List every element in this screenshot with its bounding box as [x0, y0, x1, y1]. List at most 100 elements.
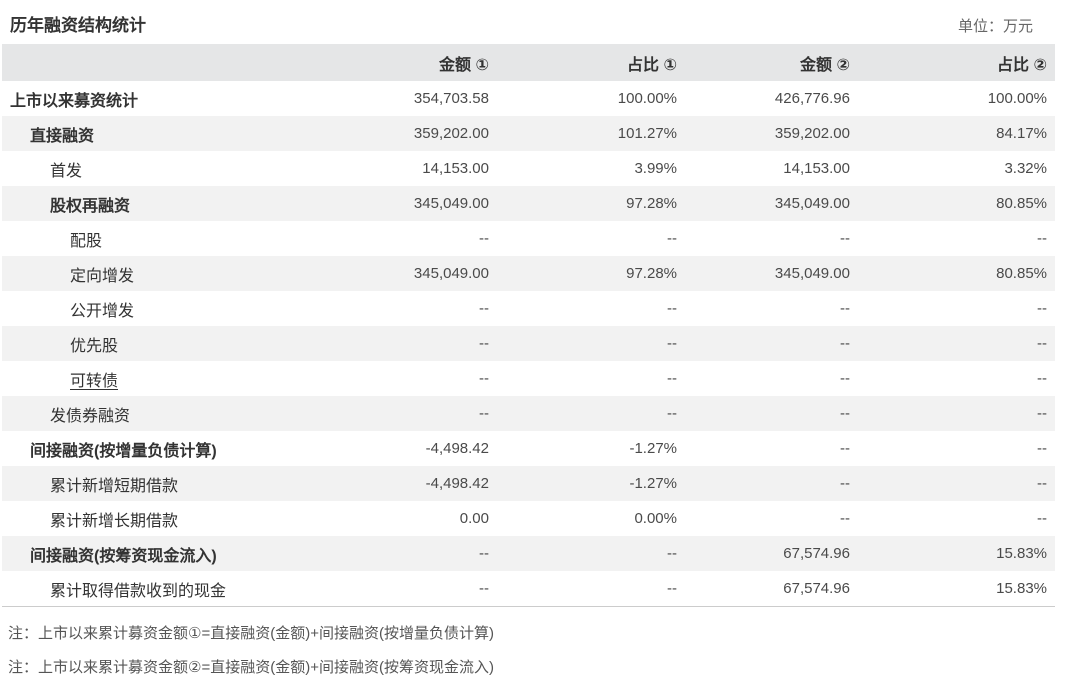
ratio2-cell: 15.83%: [996, 580, 1047, 597]
ratio1-cell: --: [667, 405, 677, 422]
row-label: 公开增发: [2, 291, 302, 326]
row-label-text: 发债券融资: [50, 407, 131, 425]
ratio1-cell: 101.27%: [617, 125, 677, 142]
amount2-cell: 67,574.96: [783, 580, 850, 597]
amount1-cell: --: [479, 335, 489, 352]
amount2-cell: --: [840, 300, 850, 317]
row-label: 定向增发: [2, 256, 302, 291]
row-label: 配股: [2, 221, 302, 256]
ratio2-cell: 80.85%: [996, 195, 1047, 212]
ratio1-cell: --: [667, 230, 677, 247]
row-label-text: 直接融资: [30, 127, 95, 145]
row-label: 直接融资: [2, 116, 302, 151]
ratio1-cell: -1.27%: [629, 440, 677, 457]
row-label: 股权再融资: [2, 186, 302, 221]
ratio2-cell: --: [1037, 300, 1047, 317]
ratio1-cell: --: [667, 370, 677, 387]
ratio2-cell: --: [1037, 510, 1047, 527]
row-label-text: 累计新增长期借款: [50, 512, 179, 530]
row-label-text: 累计取得借款收到的现金: [50, 582, 227, 600]
amount2-cell: 426,776.96: [774, 90, 850, 107]
column-header-label: [2, 44, 302, 81]
table-row: 定向增发 345,049.00 97.28% 345,049.00 80.85%: [2, 256, 1055, 291]
row-label-text[interactable]: 可转债: [70, 372, 119, 390]
amount2-cell: --: [840, 475, 850, 492]
row-label-text: 公开增发: [70, 302, 135, 320]
table-row: 股权再融资 345,049.00 97.28% 345,049.00 80.85…: [2, 186, 1055, 221]
amount2-cell: --: [840, 230, 850, 247]
column-header-ratio1: 占比 ①: [489, 44, 677, 81]
amount2-cell: --: [840, 405, 850, 422]
ratio1-cell: --: [667, 335, 677, 352]
amount1-cell: -4,498.42: [425, 475, 489, 492]
row-label-text: 定向增发: [70, 267, 135, 285]
row-label-text: 累计新增短期借款: [50, 477, 179, 495]
column-header-ratio2: 占比 ②: [850, 44, 1055, 81]
amount1-cell: 0.00: [459, 510, 489, 527]
amount2-cell: --: [840, 510, 850, 527]
amount1-cell: --: [479, 545, 489, 562]
table-row: 上市以来募资统计 354,703.58 100.00% 426,776.96 1…: [2, 81, 1055, 116]
row-label-text: 间接融资(按筹资现金流入): [30, 547, 217, 565]
note-formula-1: 注：上市以来累计募资金额①=直接融资(金额)+间接融资(按增量负债计算): [8, 625, 494, 642]
ratio1-cell: 3.99%: [634, 160, 677, 177]
amount1-cell: --: [479, 230, 489, 247]
amount1-cell: --: [479, 580, 489, 597]
column-header-amount1: 金额 ①: [302, 44, 489, 81]
column-header-amount2: 金额 ②: [677, 44, 850, 81]
ratio2-cell: 15.83%: [996, 545, 1047, 562]
ratio2-cell: --: [1037, 335, 1047, 352]
row-label-text: 配股: [70, 232, 103, 250]
table-row: 累计取得借款收到的现金 -- -- 67,574.96 15.83%: [2, 571, 1055, 606]
row-label-text: 间接融资(按增量负债计算): [30, 442, 217, 460]
row-label-text: 首发: [50, 162, 83, 180]
table-row: 发债券融资 -- -- -- --: [2, 396, 1055, 431]
row-label: 上市以来募资统计: [2, 81, 302, 116]
amount1-cell: 354,703.58: [413, 90, 489, 107]
table-body: 上市以来募资统计 354,703.58 100.00% 426,776.96 1…: [2, 81, 1055, 606]
amount2-cell: 345,049.00: [774, 195, 850, 212]
amount2-cell: 345,049.00: [774, 265, 850, 282]
row-label: 累计新增短期借款: [2, 466, 302, 501]
amount1-cell: --: [479, 405, 489, 422]
amount1-cell: -4,498.42: [425, 440, 489, 457]
table-row: 优先股 -- -- -- --: [2, 326, 1055, 361]
row-label-text: 优先股: [70, 337, 119, 355]
table-row: 可转债 -- -- -- --: [2, 361, 1055, 396]
ratio1-cell: -1.27%: [629, 475, 677, 492]
notes-section: 注：上市以来累计募资金额①=直接融资(金额)+间接融资(按增量负债计算) 注：上…: [0, 607, 1080, 685]
ratio1-cell: 97.28%: [626, 195, 677, 212]
amount2-cell: 359,202.00: [774, 125, 850, 142]
table-row: 间接融资(按增量负债计算) -4,498.42 -1.27% -- --: [2, 431, 1055, 466]
ratio1-cell: 100.00%: [617, 90, 677, 107]
amount1-cell: 345,049.00: [413, 265, 489, 282]
row-label: 间接融资(按增量负债计算): [2, 431, 302, 466]
financing-table: 金额 ① 占比 ① 金额 ② 占比 ② 上市以来募资统计 354,703.58 …: [2, 44, 1055, 606]
table-row: 间接融资(按筹资现金流入) -- -- 67,574.96 15.83%: [2, 536, 1055, 571]
ratio2-cell: 80.85%: [996, 265, 1047, 282]
row-label: 优先股: [2, 326, 302, 361]
table-row: 累计新增长期借款 0.00 0.00% -- --: [2, 501, 1055, 536]
ratio2-cell: 84.17%: [996, 125, 1047, 142]
table-row: 直接融资 359,202.00 101.27% 359,202.00 84.17…: [2, 116, 1055, 151]
ratio1-cell: 97.28%: [626, 265, 677, 282]
ratio1-cell: 0.00%: [634, 510, 677, 527]
row-label-text: 上市以来募资统计: [10, 92, 139, 110]
ratio2-cell: --: [1037, 475, 1047, 492]
note-formula-2: 注：上市以来累计募资金额②=直接融资(金额)+间接融资(按筹资现金流入): [8, 659, 494, 676]
ratio1-cell: --: [667, 580, 677, 597]
table-row: 配股 -- -- -- --: [2, 221, 1055, 256]
title-bar: 历年融资结构统计 单位：万元: [0, 0, 1080, 44]
unit-label: 单位：万元: [957, 18, 1033, 35]
row-label: 间接融资(按筹资现金流入): [2, 536, 302, 571]
ratio1-cell: --: [667, 545, 677, 562]
amount1-cell: --: [479, 300, 489, 317]
amount2-cell: --: [840, 440, 850, 457]
amount1-cell: 14,153.00: [422, 160, 489, 177]
amount2-cell: --: [840, 335, 850, 352]
row-label-text: 股权再融资: [50, 197, 131, 215]
amount1-cell: --: [479, 370, 489, 387]
amount1-cell: 345,049.00: [413, 195, 489, 212]
table-row: 累计新增短期借款 -4,498.42 -1.27% -- --: [2, 466, 1055, 501]
ratio2-cell: --: [1037, 230, 1047, 247]
